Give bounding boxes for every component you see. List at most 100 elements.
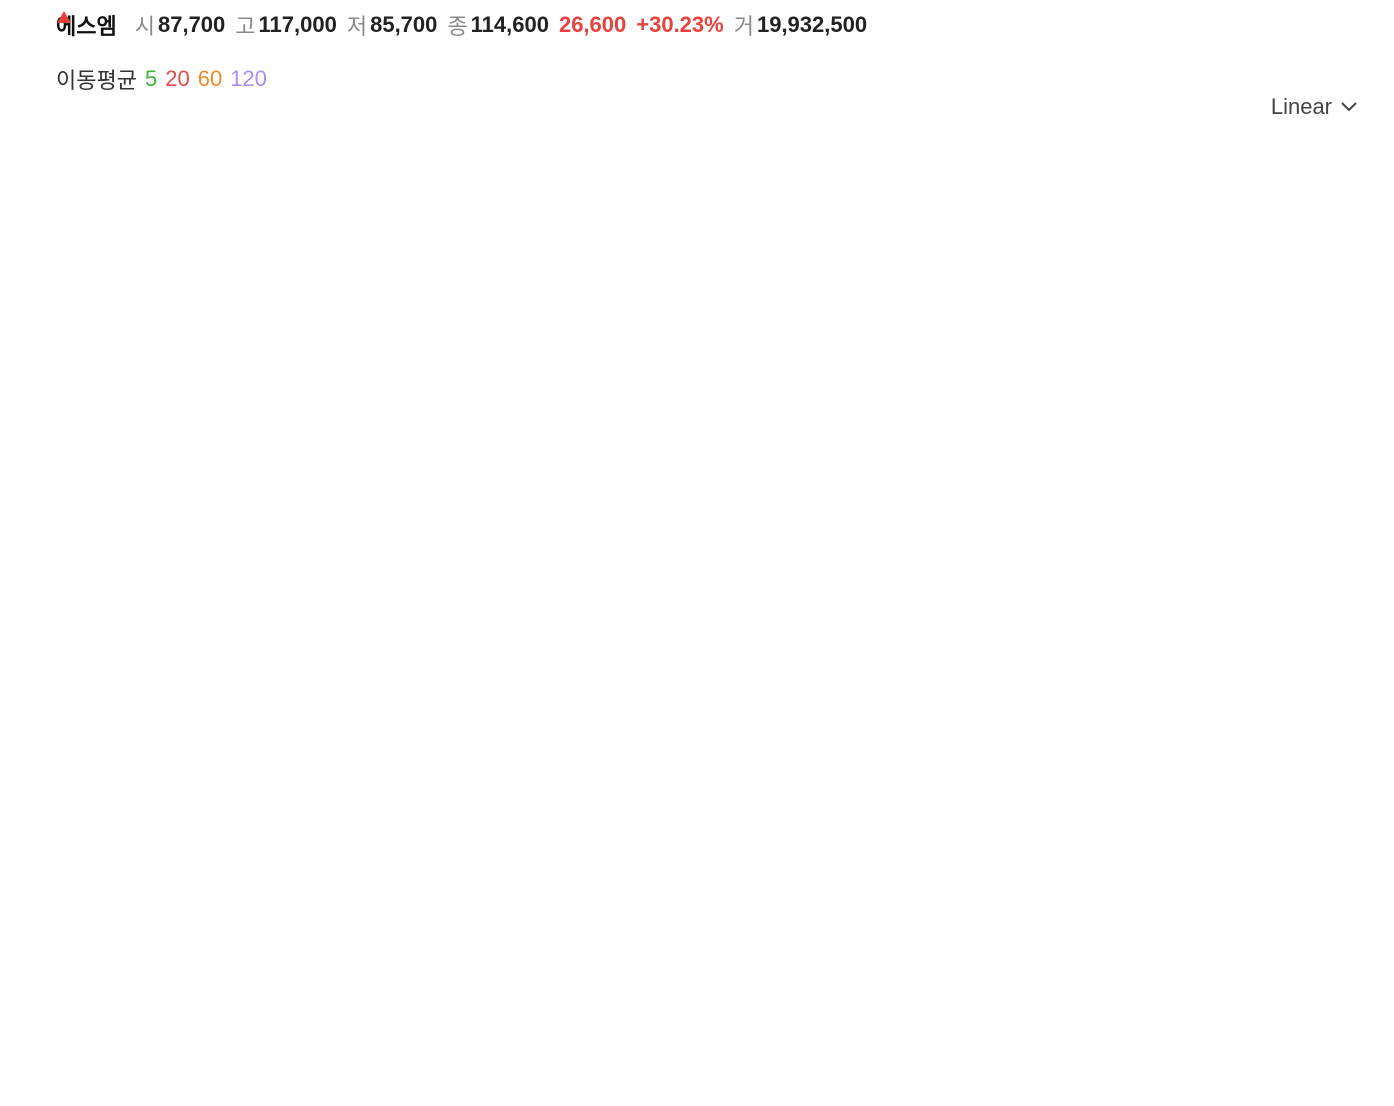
volume-stripe [119,858,123,1037]
volume-bar [646,1024,653,1037]
candle-body [1146,456,1154,476]
volume-bar [35,1022,42,1037]
candle-body [957,721,965,725]
volume-bar [268,1015,275,1037]
candle-body [635,607,643,640]
quote-label: 시 [134,14,155,39]
volume-bar [324,1028,331,1037]
volume-stripe [708,858,712,1037]
volume-stripe [197,858,201,1037]
volume-bar [246,1015,253,1037]
candle-body [112,683,120,690]
candle-body [435,714,443,725]
volume-bar [513,1020,520,1037]
candle-body [701,651,709,659]
volume-stripe [1064,858,1068,1037]
volume-bar [1047,981,1054,1037]
volume-bar [802,1022,809,1037]
volume-stripe [898,858,902,1037]
candle-body [301,683,309,703]
volume-stripe [1009,858,1013,1037]
scale-mode[interactable]: Linear [1270,94,1332,119]
change: 26,600 [558,12,627,37]
low-label: 최저 [826,815,861,837]
chevron-icon[interactable] [1340,101,1358,113]
y-tick-label: 36,714 [1242,664,1313,690]
volume-stripe [1042,858,1046,1037]
candle-body [879,683,887,690]
high-marker [1201,152,1211,162]
candle-body [613,569,620,589]
volume-stripe [909,858,913,1037]
volume-stripe [942,858,946,1037]
volume-stripe [486,858,490,1037]
y-tick-label: 97,904 [1242,278,1313,304]
candle-body [891,689,899,728]
volume-bar [1036,965,1043,1037]
volume-stripe [252,858,256,1037]
candle-body [67,645,75,696]
candle-body [212,645,220,659]
volume-bar [858,1011,865,1037]
volume-bar [112,1017,119,1037]
volume-bar [769,1015,776,1037]
volume-stripe [1142,858,1146,1037]
volume-bar [758,1011,765,1037]
candle-body [935,721,943,725]
volume-stripe [74,858,78,1037]
y-tick-label: 12,238 [1242,818,1312,844]
last-price-tag [1222,171,1385,206]
x-tick-label: 2023 [1170,1048,1219,1073]
quote-label: 고 [235,14,256,39]
volume-stripe [631,858,635,1037]
volume-bar [135,1007,142,1037]
candle-body [824,746,832,785]
volume-bar [713,1013,720,1037]
volume-bar [257,1015,264,1037]
candle-body [668,588,676,627]
x-tick-label: 2019 [637,1048,686,1073]
volume-bar [635,1007,642,1037]
volume-bar [190,1022,197,1037]
candle-body [90,639,98,728]
volume-bar [391,1028,398,1037]
volume-stripe [564,858,568,1037]
candle-body [223,658,231,671]
x-tick-label: 2020 [770,1048,819,1073]
volume-stripe [419,858,423,1037]
y-tick-label: 61,190 [1242,510,1312,536]
candle-body [257,661,265,665]
volume-bar [613,1028,620,1037]
candle-body [401,727,409,737]
volume-stripe [875,858,879,1037]
volume-bar [869,1007,876,1037]
candle-body [690,651,698,665]
candle-body [713,658,721,684]
ma-legend-item: 120 [230,66,267,91]
candle-body [768,677,776,684]
candle-body [813,740,821,785]
volume-bar [1102,1005,1109,1037]
volume-bar [724,1026,731,1037]
volume-stripe [575,858,579,1037]
volume-stripe [620,858,623,1037]
volume-tick-label: 28.1m [1242,903,1306,929]
quote-label: 거 [733,14,754,39]
volume-bar [424,1030,431,1037]
candle-body [1080,443,1088,539]
volume-bar [335,1030,342,1037]
candle-body [368,752,376,759]
volume-stripe [1076,858,1080,1037]
volume-bar [279,1030,286,1037]
volume-bar [680,1015,687,1037]
quote-value: 114,600 [470,12,549,37]
volume-bar [535,1020,542,1037]
candle-body [590,658,598,671]
scale-dropdown[interactable]: Linear [1271,94,1358,120]
candle-body [857,708,865,741]
candle-body [23,613,31,627]
volume-bar [368,1024,375,1037]
candle-body [868,683,876,709]
volume-stripe [697,858,701,1037]
candle-body [479,677,487,681]
